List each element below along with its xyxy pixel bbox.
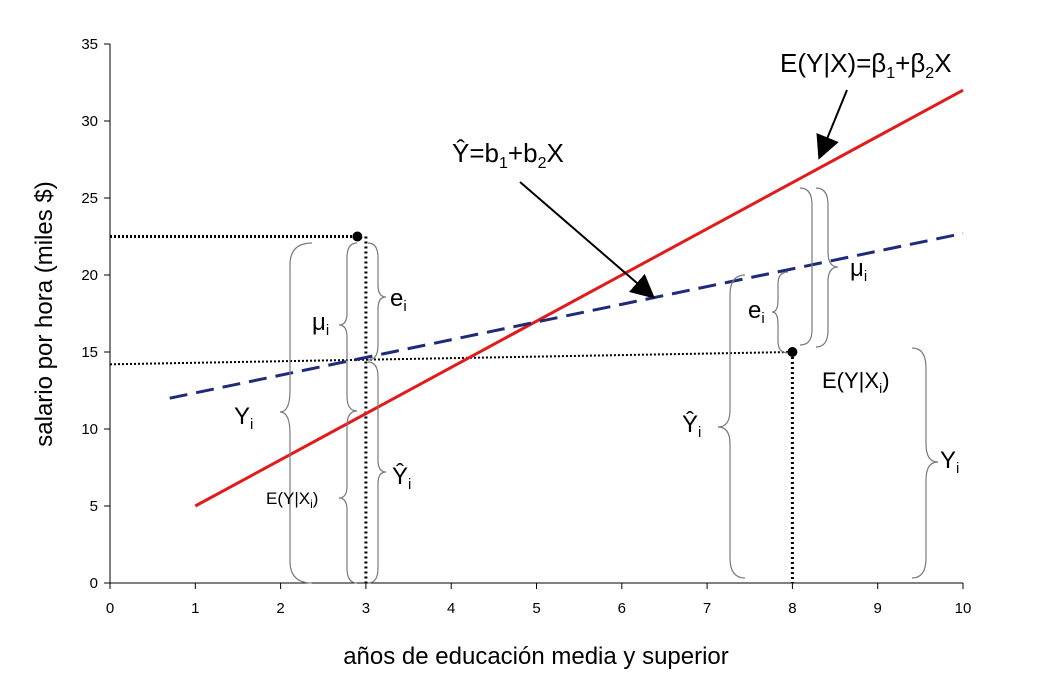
pop-eq-arrow [816,89,848,160]
x-axis-title: años de educación media y superior [343,643,729,670]
brace-yhat-left [367,361,387,584]
brace-yi-right [911,347,939,579]
data-point-2 [787,347,798,357]
label-yi-left: Yi [234,403,253,433]
brace-mu-left [338,242,358,412]
population-regression-line [194,88,964,508]
brace-mu-right [815,187,839,348]
x-tick-label: 1 [191,600,199,617]
annotation-braces [279,187,939,584]
y-axis-title: salario por hora (miles $) [31,181,58,446]
x-tick-label: 0 [106,600,114,617]
sample-regression-line [169,231,964,400]
label-yi-right: Yi [940,447,959,477]
x-tick-label: 6 [618,600,626,617]
data-point-1 [352,231,363,242]
x-tick-label: 3 [362,600,370,617]
brace-yhat-right [717,274,746,579]
label-e-left: ei [390,285,407,315]
brace-e-left [367,242,387,361]
label-yhat-right: Ŷi [682,411,701,441]
y-tick-label: 10 [81,421,98,438]
y-tick-label: 25 [81,190,98,207]
brace-eyx-left [338,410,358,584]
label-mu-right: μi [850,255,867,285]
guide-horizontal-point2 [109,351,793,366]
population-equation: E(Y|X)=β1+β2X [780,48,952,82]
x-tick-label: 9 [874,600,882,617]
sample-eq-arrow [519,181,656,299]
y-tick-label: 35 [81,36,98,53]
x-tick-label: 7 [703,600,711,617]
y-tick-label: 5 [90,498,98,515]
label-mu-left: μi [312,309,329,339]
y-tick-label: 15 [81,344,98,361]
y-tick-label: 30 [81,113,98,130]
x-tick-label: 10 [955,600,972,617]
x-tick-label: 8 [788,600,796,617]
label-yhat-left: Ŷi [392,463,411,493]
sample-equation: Ŷ=b1+b2X [452,138,564,172]
brace-eyx-right [799,187,813,346]
y-tick-label: 20 [81,267,98,284]
label-e-right: ei [748,297,765,327]
brace-e-right [771,271,789,354]
label-eyx-left: E(Y|Xi) [266,489,318,511]
brace-yi-left [279,242,313,584]
x-tick-label: 4 [447,600,455,617]
x-tick-label: 5 [532,600,540,617]
y-tick-label: 0 [90,575,98,592]
x-tick-label: 2 [276,600,284,617]
label-eyx-right: E(Y|Xi) [822,368,890,396]
